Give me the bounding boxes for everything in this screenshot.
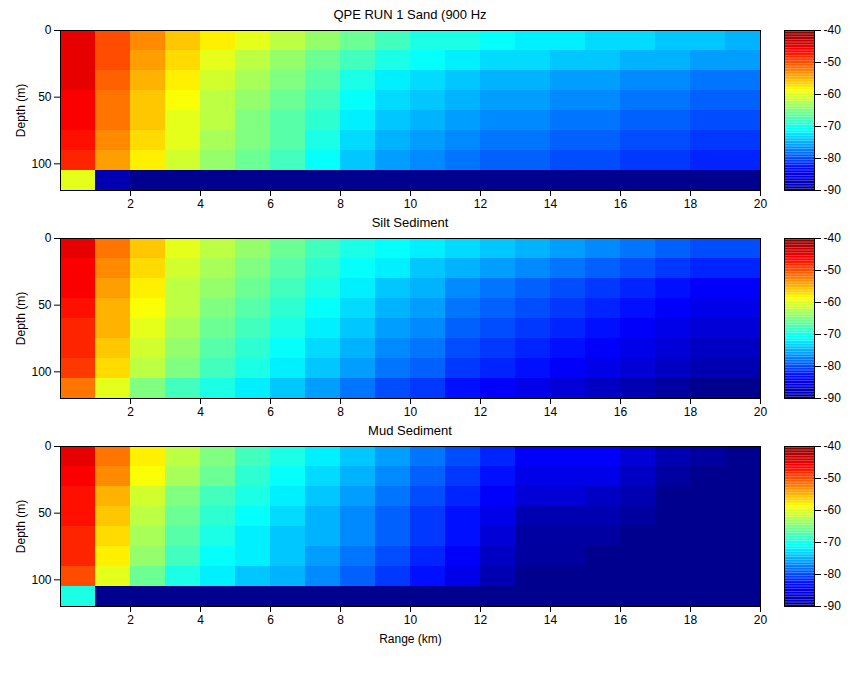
svg-text:6: 6 [267,197,274,211]
svg-text:14: 14 [544,197,558,211]
svg-text:10: 10 [404,405,418,419]
html-text:Silt Sediment: Silt Sediment [371,215,449,230]
svg-text:4: 4 [197,405,204,419]
svg-text:-60: -60 [824,87,842,101]
svg-text:-70: -70 [824,535,842,549]
svg-text:100: 100 [31,157,51,171]
svg-text:0: 0 [45,232,52,245]
svg-text:2: 2 [127,405,134,419]
svg-text:20: 20 [754,613,768,627]
svg-text:4: 4 [197,613,204,627]
svg-text:-40: -40 [824,232,842,245]
svg-text:100: 100 [31,365,51,379]
svg-text:16: 16 [614,613,628,627]
svg-text:12: 12 [474,613,488,627]
svg-text:-70: -70 [824,119,842,133]
svg-text:50: 50 [38,298,52,312]
svg-text:-80: -80 [824,359,842,373]
svg-text:100: 100 [31,573,51,587]
svg-text:4: 4 [197,197,204,211]
svg-text:6: 6 [267,613,274,627]
svg-text:Depth (m): Depth (m) [14,84,28,137]
svg-text:-60: -60 [824,503,842,517]
svg-text:-50: -50 [824,55,842,69]
svg-text:20: 20 [754,197,768,211]
svg-text:-80: -80 [824,151,842,165]
svg-text:10: 10 [404,197,418,211]
svg-text:12: 12 [474,197,488,211]
svg-text:-80: -80 [824,567,842,581]
svg-text:2: 2 [127,613,134,627]
svg-text:-50: -50 [824,471,842,485]
svg-text:8: 8 [337,613,344,627]
svg-text:20: 20 [754,405,768,419]
svg-text:2: 2 [127,197,134,211]
svg-text:16: 16 [614,197,628,211]
svg-text:50: 50 [38,506,52,520]
svg-text:Depth (m): Depth (m) [14,292,28,345]
svg-text:0: 0 [45,24,52,37]
svg-text:-90: -90 [824,391,842,405]
svg-text:8: 8 [337,197,344,211]
svg-text:-40: -40 [824,440,842,453]
svg-text:14: 14 [544,405,558,419]
svg-text:Depth (m): Depth (m) [14,500,28,553]
svg-text:-70: -70 [824,327,842,341]
svg-text:6: 6 [267,405,274,419]
svg-text:14: 14 [544,613,558,627]
html-text:QPE RUN 1 Sand (900 Hz: QPE RUN 1 Sand (900 Hz [333,7,487,22]
svg-text:10: 10 [404,613,418,627]
svg-text:-60: -60 [824,295,842,309]
svg-text:50: 50 [38,90,52,104]
svg-text:0: 0 [45,440,52,453]
svg-text:-90: -90 [824,183,842,197]
svg-text:-50: -50 [824,263,842,277]
svg-text:16: 16 [614,405,628,419]
svg-text:18: 18 [684,613,698,627]
svg-text:18: 18 [684,197,698,211]
svg-text:-90: -90 [824,599,842,613]
html-text:Mud Sediment: Mud Sediment [368,423,452,438]
svg-text:8: 8 [337,405,344,419]
svg-text:-40: -40 [824,24,842,37]
svg-text:Range (km): Range (km) [379,632,442,646]
svg-text:18: 18 [684,405,698,419]
svg-text:12: 12 [474,405,488,419]
